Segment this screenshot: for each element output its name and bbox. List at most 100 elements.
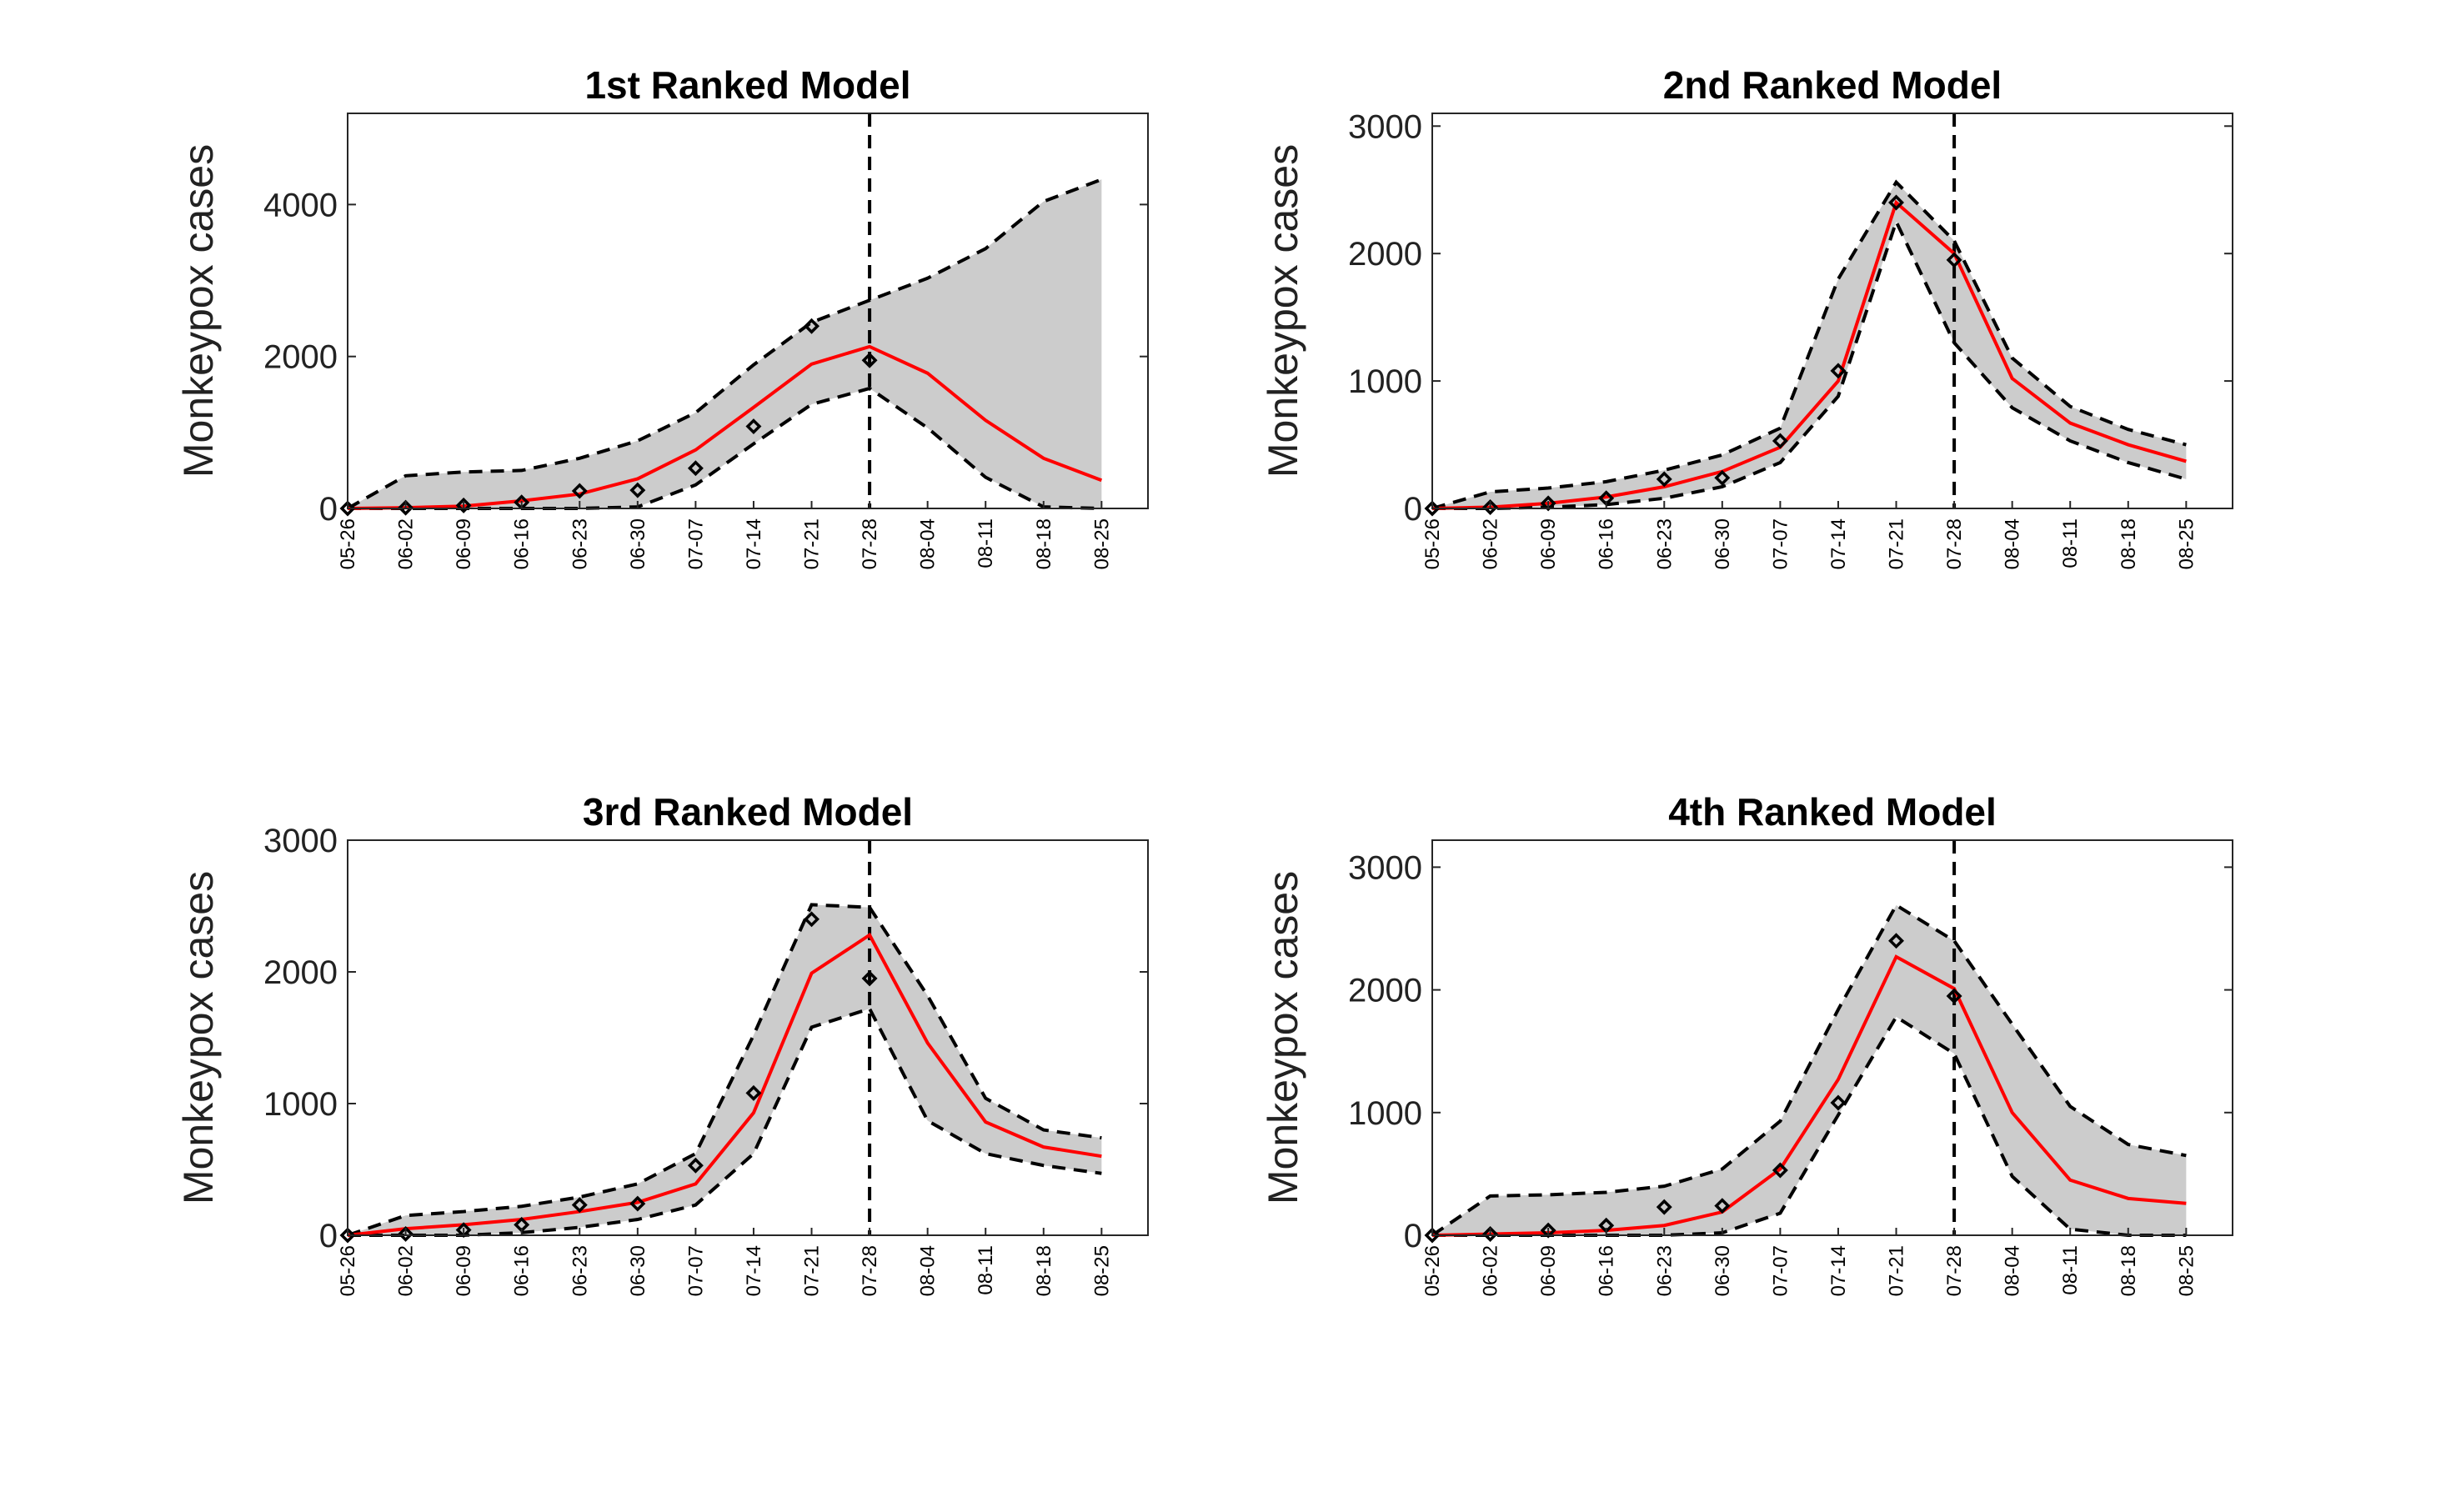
plot-area: [348, 840, 1148, 1235]
band: [348, 904, 1102, 1235]
y-tick-label: 4000: [263, 187, 338, 223]
x-tick-label: 06-16: [1596, 1245, 1618, 1296]
x-tick-label: 08-04: [917, 518, 940, 569]
bound-line: [1432, 1014, 2187, 1237]
observed-point: [804, 911, 820, 928]
y-tick-label: 1000: [1348, 1095, 1422, 1132]
x-tick-label: 07-28: [1943, 1245, 1966, 1296]
bound-line: [348, 1006, 1102, 1237]
x-tick-label: 05-26: [337, 1245, 359, 1296]
x-tick-label: 06-09: [453, 518, 475, 569]
x-tick-label: 08-11: [975, 1245, 997, 1295]
x-tick-label: 08-18: [1033, 1245, 1055, 1296]
panel: 05-26 06-02 06-09 06-16 06-23 06-30 07-07 07-14…: [1260, 790, 2233, 1296]
observed-point: [1830, 363, 1847, 379]
x-tick-label: 06-02: [1480, 1245, 1502, 1296]
observed-point: [1656, 471, 1672, 488]
y-tick-label: 2000: [263, 339, 338, 376]
x-tick-label: 08-11: [2059, 518, 2082, 568]
y-tick-label: 3000: [1348, 108, 1422, 145]
observed-point: [1946, 252, 1962, 268]
x-tick-label: 07-21: [801, 1245, 824, 1296]
bound-line: [1431, 903, 2187, 1237]
fit-line: [347, 344, 1103, 510]
x-tick-label: 07-21: [1886, 1245, 1908, 1296]
panel: 05-26 06-02 06-09 06-16 06-23 06-30 07-07 07-14…: [175, 63, 1149, 569]
panel: 05-26 06-02 06-09 06-16 06-23 06-30 07-07 07-14…: [175, 790, 1149, 1296]
x-tick-label: 07-14: [743, 518, 765, 569]
y-tick-label: 0: [1404, 491, 1422, 528]
x-tick-label: 08-18: [2118, 518, 2140, 569]
chart-title: 3rd Ranked Model: [583, 790, 913, 834]
observed-point: [1482, 498, 1499, 515]
x-tick-label: 08-25: [2175, 1245, 2198, 1296]
observed-point: [339, 1227, 356, 1244]
observed-point: [1424, 1227, 1441, 1244]
bound-line: [1432, 217, 2187, 510]
x-tick-label: 06-16: [1596, 518, 1618, 569]
observed-point: [1656, 1199, 1672, 1215]
bound-line: [1431, 179, 2187, 510]
x-tick-label: 08-11: [2059, 1245, 2082, 1295]
observed-point: [398, 499, 414, 516]
bound-line: [347, 178, 1103, 510]
fit-line: [347, 932, 1102, 1237]
observed-point: [687, 1157, 704, 1174]
y-tick-label: 0: [1404, 1218, 1422, 1254]
x-tick-label: 07-21: [801, 518, 824, 569]
observed-point: [804, 318, 820, 334]
y-tick-label: 2000: [1348, 973, 1422, 1009]
chart-title: 1st Ranked Model: [584, 63, 910, 107]
observed-point: [1888, 194, 1904, 211]
x-tick-label: 06-09: [1537, 1245, 1560, 1296]
observed-point: [1888, 933, 1904, 949]
y-tick-label: 1000: [263, 1086, 338, 1123]
y-tick-label: 1000: [1348, 363, 1422, 400]
x-tick-label: 07-28: [859, 518, 881, 569]
band: [348, 179, 1102, 509]
fit-line: [1431, 199, 2187, 510]
x-tick-label: 05-26: [1421, 518, 1444, 569]
y-tick-label: 2000: [263, 954, 338, 991]
x-tick-label: 08-11: [975, 518, 997, 568]
observed-point: [398, 1225, 414, 1242]
observed-point: [1424, 500, 1441, 517]
x-tick-label: 07-14: [743, 1245, 765, 1296]
observed-point: [455, 497, 472, 513]
x-tick-label: 08-04: [917, 1245, 940, 1296]
x-tick-label: 08-04: [2002, 518, 2024, 569]
x-tick-label: 07-14: [1827, 1245, 1850, 1296]
x-tick-label: 07-07: [1769, 518, 1792, 569]
panel: 05-26 06-02 06-09 06-16 06-23 06-30 07-07 07-14…: [1260, 63, 2233, 569]
band: [1432, 905, 2187, 1235]
x-tick-label: 07-07: [684, 518, 707, 569]
bound-line: [347, 903, 1102, 1237]
x-tick-label: 08-25: [1090, 518, 1113, 569]
x-tick-label: 06-30: [1712, 518, 1734, 569]
y-tick-label: 0: [319, 1218, 338, 1254]
x-tick-label: 08-18: [1033, 518, 1055, 569]
chart-title: 4th Ranked Model: [1668, 790, 1997, 834]
y-axis-label: Monkeypox cases: [1260, 871, 1306, 1204]
y-axis-label: Monkeypox cases: [175, 871, 222, 1204]
x-tick-label: 07-28: [1943, 518, 1966, 569]
observed-point: [629, 1195, 646, 1212]
x-tick-label: 06-23: [1653, 518, 1676, 569]
x-tick-label: 07-21: [1886, 518, 1908, 569]
observed-point: [1482, 1226, 1499, 1243]
x-tick-label: 07-07: [1769, 1245, 1792, 1296]
y-tick-label: 3000: [263, 823, 338, 859]
observed-point: [1772, 433, 1788, 449]
x-tick-label: 08-25: [1090, 1245, 1113, 1296]
x-tick-label: 05-26: [337, 518, 359, 569]
observed-point: [1830, 1094, 1847, 1111]
observed-point: [1540, 1222, 1556, 1239]
observed-point: [861, 970, 878, 987]
x-tick-label: 08-25: [2175, 518, 2198, 569]
x-tick-label: 06-09: [1537, 518, 1560, 569]
x-tick-label: 07-14: [1827, 518, 1850, 569]
observed-point: [629, 482, 646, 498]
x-tick-label: 06-02: [395, 518, 418, 569]
x-tick-label: 06-23: [1653, 1245, 1676, 1296]
y-tick-label: 2000: [1348, 236, 1422, 273]
